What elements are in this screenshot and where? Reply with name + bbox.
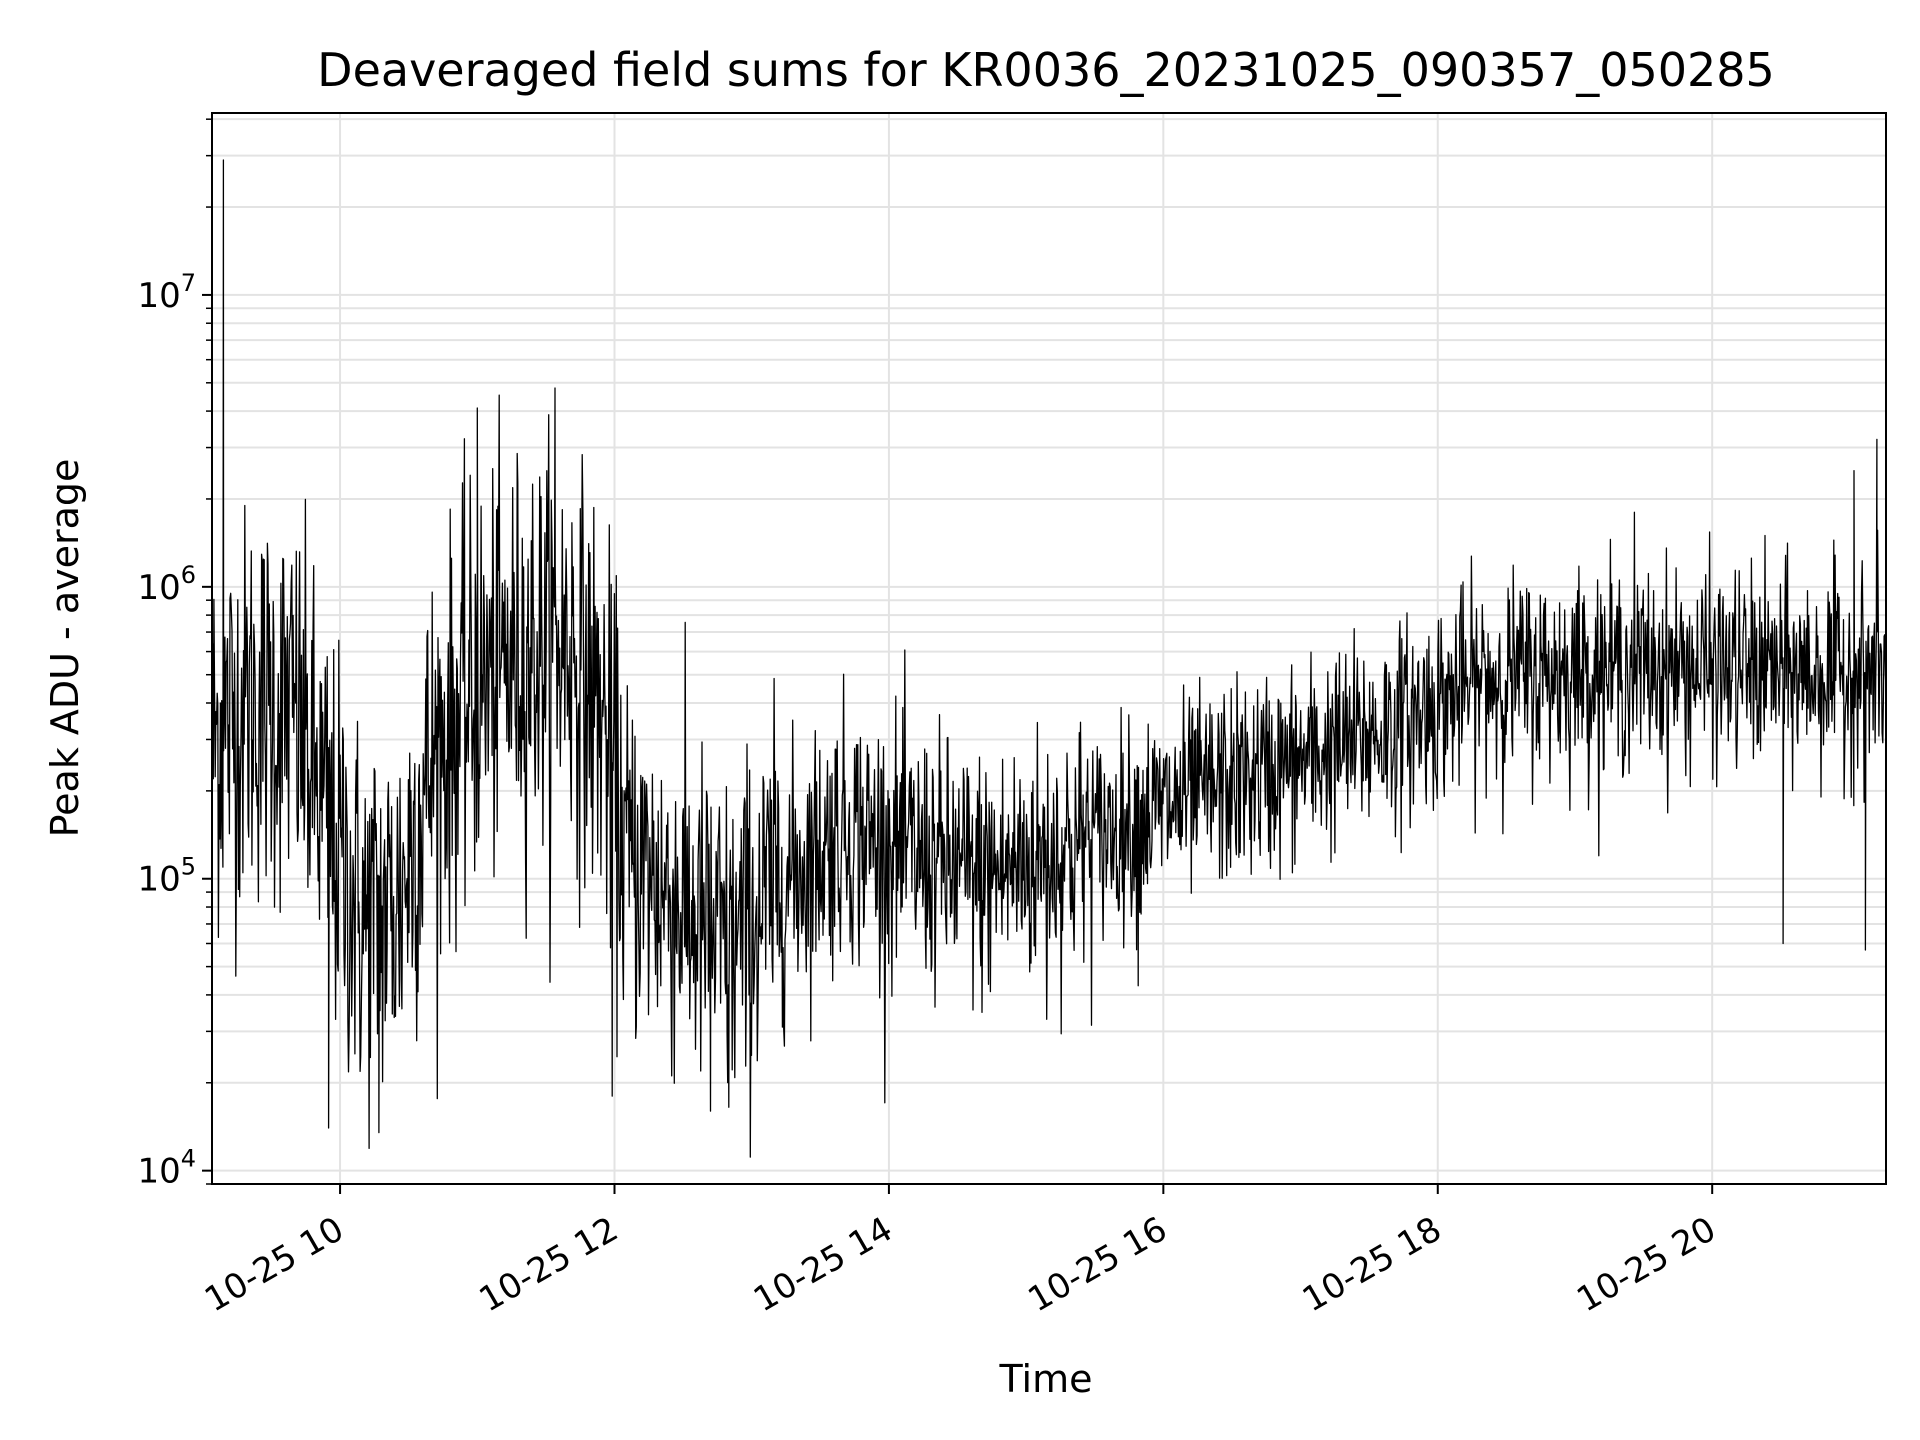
- y-axis-label: Peak ADU - average: [43, 459, 87, 838]
- series-line: [211, 159, 1887, 1158]
- plot-frame: [211, 112, 1887, 1185]
- y-tick-label: 105: [137, 853, 196, 900]
- y-tick-label: 107: [137, 269, 196, 316]
- y-tick-label: 104: [137, 1145, 196, 1192]
- series-group: [211, 159, 1887, 1158]
- plot-area: [211, 112, 1887, 1185]
- x-axis-label: Time: [999, 1357, 1093, 1401]
- y-axis: 104 105 106 107: [137, 118, 212, 1192]
- y-tick-label: 106: [137, 561, 196, 608]
- chart-title: Deaveraged field sums for KR0036_2023102…: [317, 43, 1775, 97]
